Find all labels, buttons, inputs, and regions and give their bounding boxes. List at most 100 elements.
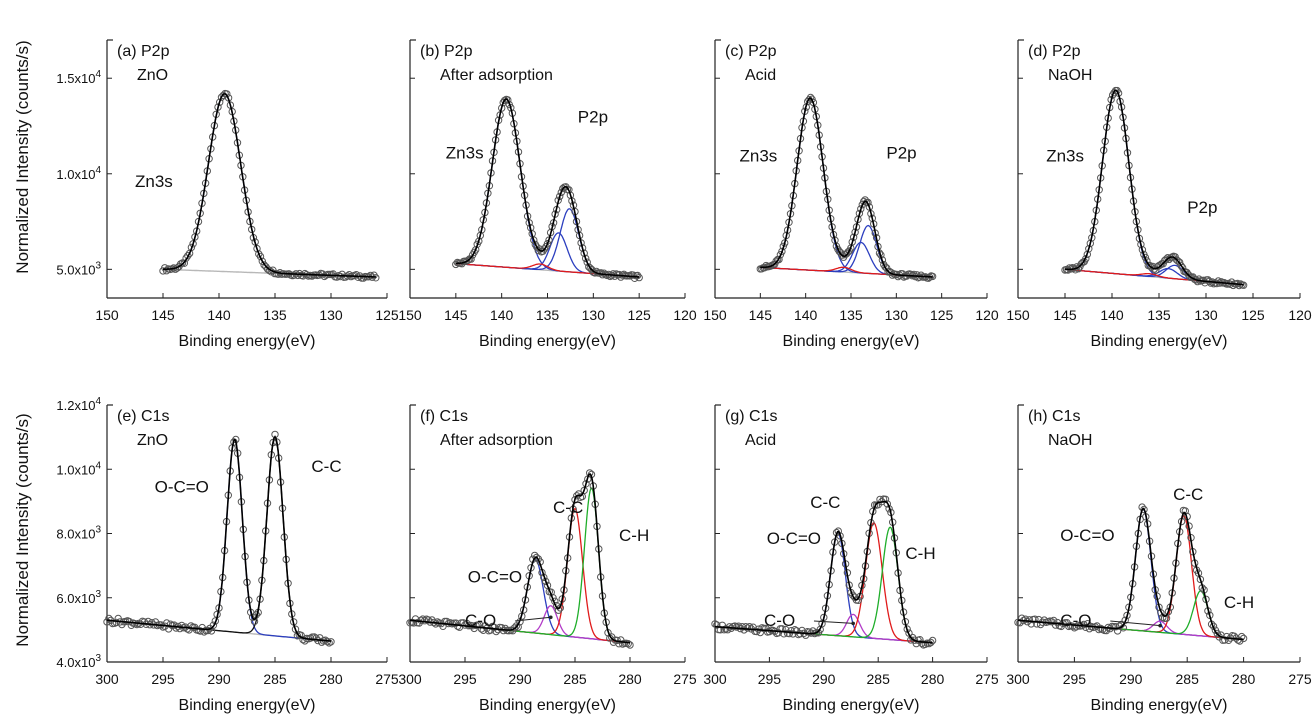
x-tick-label: 285 (867, 671, 891, 687)
x-tick-label: 300 (703, 671, 727, 687)
x-tick-label: 145 (151, 307, 175, 323)
annotation-arrow (1110, 620, 1161, 627)
chart-panel: 300 295 290 285 280 275 Binding energy(eV) (g) … (703, 404, 999, 714)
panel-title: (b) P2p (420, 43, 473, 60)
peak-annotation: C-O (465, 611, 496, 630)
data-point (580, 486, 588, 495)
data-point (162, 267, 171, 275)
data-point (542, 577, 550, 586)
data-point (907, 270, 915, 279)
panel-sample: Acid (745, 432, 776, 449)
data-point (556, 192, 564, 201)
data-point (775, 255, 783, 264)
panel-title: (f) C1s (420, 408, 468, 425)
x-tick-label: 135 (263, 307, 287, 323)
arrow-head (851, 621, 855, 626)
chart-panel: 300 295 290 285 280 275 Binding energy(eV) (f) … (398, 404, 697, 714)
data-point (734, 622, 743, 630)
data-point (713, 621, 721, 629)
panel-sample: After adsorption (440, 67, 553, 84)
x-tick-label: 125 (1241, 307, 1265, 323)
x-tick-label: 140 (207, 307, 231, 323)
data-point (633, 271, 642, 280)
x-tick-label: 290 (207, 671, 231, 687)
data-point (615, 640, 623, 648)
x-tick-label: 300 (95, 671, 119, 687)
data-point (177, 260, 185, 268)
peak-annotation: P2p (578, 108, 608, 127)
x-tick-label: 120 (1288, 307, 1312, 323)
data-point (540, 245, 549, 253)
panel-sample: NaOH (1048, 67, 1092, 84)
data-point (359, 274, 368, 282)
panel-title: (h) C1s (1028, 408, 1080, 425)
x-tick-label: 295 (453, 671, 477, 687)
component-peak (163, 93, 376, 278)
data-point (626, 641, 634, 649)
data-point (1140, 505, 1148, 514)
x-axis-label: Binding energy(eV) (179, 333, 316, 350)
data-point (253, 244, 261, 253)
data-point (187, 622, 195, 630)
data-point (624, 640, 632, 648)
data-point (1224, 636, 1233, 644)
data-point (1110, 623, 1118, 631)
y-axis-label-bottom: Normalized Intensity (counts/s) (13, 413, 32, 646)
x-tick-label: 140 (794, 307, 818, 323)
chart-panel: 150 145 140 135 130 125 120 Binding energy(eV) (… (398, 39, 697, 350)
data-point (565, 186, 573, 194)
panel-title: (d) P2p (1028, 43, 1081, 60)
data-point (1121, 616, 1129, 624)
data-point (1085, 245, 1093, 253)
x-tick-label: 130 (885, 307, 909, 323)
envelope-line (1017, 507, 1244, 641)
envelope-line (455, 98, 640, 278)
data-point (778, 247, 786, 256)
annotation-arrow (514, 616, 551, 622)
data-point (532, 553, 541, 562)
x-tick-label: 130 (319, 307, 343, 323)
data-point (1082, 623, 1090, 631)
data-point (189, 240, 197, 248)
data-point (554, 606, 563, 614)
x-tick-label: 125 (375, 307, 399, 323)
panel-sample: Acid (745, 67, 776, 84)
component-peak (1017, 507, 1244, 641)
data-point (1235, 281, 1243, 290)
panels: 150 145 140 135 130 125 5.0x103 1.0x104 1.5x104 B… (56, 39, 1312, 714)
panel-sample: After adsorption (440, 432, 553, 449)
x-tick-label: 275 (375, 671, 399, 687)
data-point (1175, 258, 1184, 266)
x-axis-label: Binding energy(eV) (1091, 697, 1228, 714)
panel-sample: ZnO (137, 67, 168, 84)
envelope-line (409, 472, 631, 644)
data-point (743, 624, 752, 632)
data-point (635, 273, 643, 282)
x-tick-label: 120 (673, 307, 697, 323)
peak-annotation: P2p (886, 144, 916, 163)
data-point (299, 272, 307, 280)
x-tick-label: 135 (839, 307, 863, 323)
x-tick-label: 280 (921, 671, 945, 687)
x-tick-label: 135 (536, 307, 560, 323)
data-point (543, 240, 552, 248)
data-point (209, 621, 218, 629)
x-tick-label: 300 (398, 671, 422, 687)
data-point (472, 246, 480, 254)
data-point (583, 258, 591, 266)
data-point (916, 636, 924, 644)
y-axis-label-top: Normalized Intensity (counts/s) (13, 40, 32, 273)
x-tick-label: 125 (627, 307, 651, 323)
x-tick-label: 295 (1063, 671, 1087, 687)
chart-panel: 150 145 140 135 130 125 120 Binding energy(eV) (… (1006, 39, 1312, 350)
data-point (490, 623, 498, 632)
x-axis-label: Binding energy(eV) (479, 697, 616, 714)
peak-annotation: P2p (1187, 198, 1217, 217)
data-point (178, 621, 186, 630)
data-point (586, 469, 594, 477)
data-point (1239, 281, 1248, 289)
data-point (327, 638, 335, 646)
data-point (805, 628, 813, 636)
data-point (312, 634, 320, 642)
x-tick-label: 130 (1194, 307, 1218, 323)
